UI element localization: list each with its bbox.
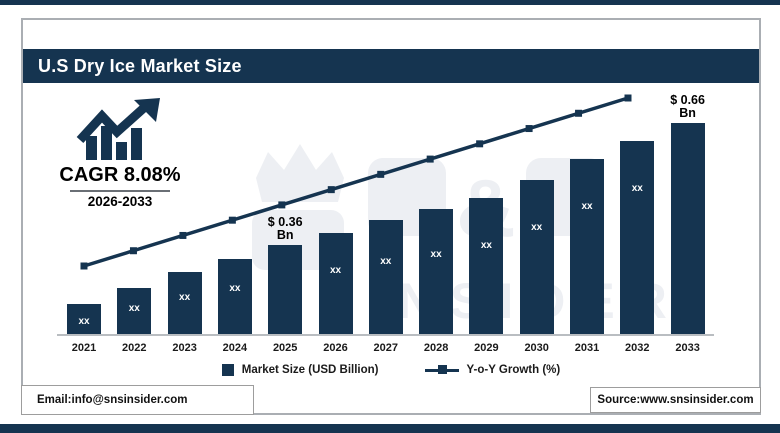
bar-value-label-2021: xx — [78, 316, 90, 327]
legend: Market Size (USD Billion) Y-o-Y Growth (… — [23, 364, 759, 376]
bar-value-label-2027: xx — [380, 256, 392, 268]
bar-2025 — [268, 245, 303, 334]
x-tick-label-2025: 2025 — [272, 342, 298, 354]
x-tick-label-2021: 2021 — [71, 342, 97, 354]
x-tick-label-2028: 2028 — [423, 342, 449, 354]
email-text: Email:info@snsinsider.com — [37, 394, 188, 406]
bar-value-label-2029: xx — [480, 240, 492, 251]
bottom-accent-bar — [0, 424, 780, 433]
x-tick-label-2029: 2029 — [474, 342, 499, 354]
bar-2028 — [419, 209, 454, 334]
bar-series-swatch-icon — [221, 364, 234, 376]
bar-2032 — [620, 141, 655, 334]
bar-2021 — [67, 304, 101, 334]
bar-2030 — [519, 180, 554, 334]
x-tick-label-2030: 2030 — [524, 342, 549, 354]
top-accent-bar — [0, 0, 780, 5]
bar-value-label-2024: xx — [229, 283, 241, 294]
value-callout-2025: $ 0.36 Bn — [267, 215, 303, 242]
bar-2027 — [368, 220, 403, 334]
line-marker-2022 — [129, 247, 137, 255]
bar-value-label-2032: xx — [631, 183, 643, 194]
bar-2024 — [217, 259, 252, 334]
line-marker-2030 — [525, 125, 533, 133]
legend-label-market-size: Market Size (USD Billion) — [241, 364, 379, 376]
bar-value-label-2023: xx — [179, 291, 191, 303]
x-tick-label-2033: 2033 — [675, 342, 700, 354]
chart-title: U.S Dry Ice Market Size — [38, 55, 242, 76]
bar-value-label-2022: xx — [128, 302, 140, 314]
bar-2026 — [318, 233, 353, 334]
bar-value-label-2030: xx — [531, 222, 543, 233]
x-tick-label-2032: 2032 — [625, 342, 650, 354]
line-marker-2028 — [426, 155, 434, 163]
x-axis-line — [57, 334, 714, 336]
value-callout-2033: $ 0.66 Bn — [670, 93, 705, 120]
x-tick-label-2027: 2027 — [373, 342, 399, 354]
bar-value-label-2031: xx — [581, 201, 593, 212]
svg-text:INSIDER: INSIDER — [368, 273, 668, 329]
x-tick-label-2024: 2024 — [222, 342, 248, 354]
bar-2031 — [570, 159, 604, 334]
chart-title-bar: U.S Dry Ice Market Size — [23, 49, 759, 83]
line-marker-2029 — [476, 140, 484, 148]
legend-item-yoy-growth: Y-o-Y Growth (%) — [424, 364, 561, 376]
line-marker-2021 — [80, 262, 88, 270]
x-tick-label-2023: 2023 — [172, 342, 197, 354]
email-box: Email:info@snsinsider.com — [21, 385, 254, 415]
bar-2023 — [167, 272, 202, 334]
legend-label-yoy-growth: Y-o-Y Growth (%) — [466, 364, 561, 376]
line-marker-2023 — [179, 231, 187, 239]
source-text: Source:www.snsinsider.com — [597, 394, 754, 406]
bar-2033 — [670, 123, 705, 334]
bar-value-label-2028: xx — [430, 249, 442, 260]
line-marker-2025 — [278, 201, 286, 209]
bar-value-label-2026: xx — [329, 265, 342, 277]
source-box: Source:www.snsinsider.com — [590, 387, 761, 413]
line-marker-2026 — [327, 186, 335, 194]
bar-2029 — [469, 198, 504, 334]
line-marker-2032 — [624, 94, 632, 102]
line-marker-2024 — [228, 216, 236, 224]
line-marker-2027 — [377, 170, 385, 178]
x-tick-label-2022: 2022 — [122, 342, 147, 354]
x-tick-label-2031: 2031 — [574, 342, 600, 354]
bar-2022 — [117, 288, 152, 334]
line-series-swatch-icon — [424, 365, 459, 374]
line-marker-2031 — [575, 109, 583, 117]
x-tick-label-2026: 2026 — [323, 342, 348, 354]
legend-item-market-size: Market Size (USD Billion) — [221, 364, 379, 376]
